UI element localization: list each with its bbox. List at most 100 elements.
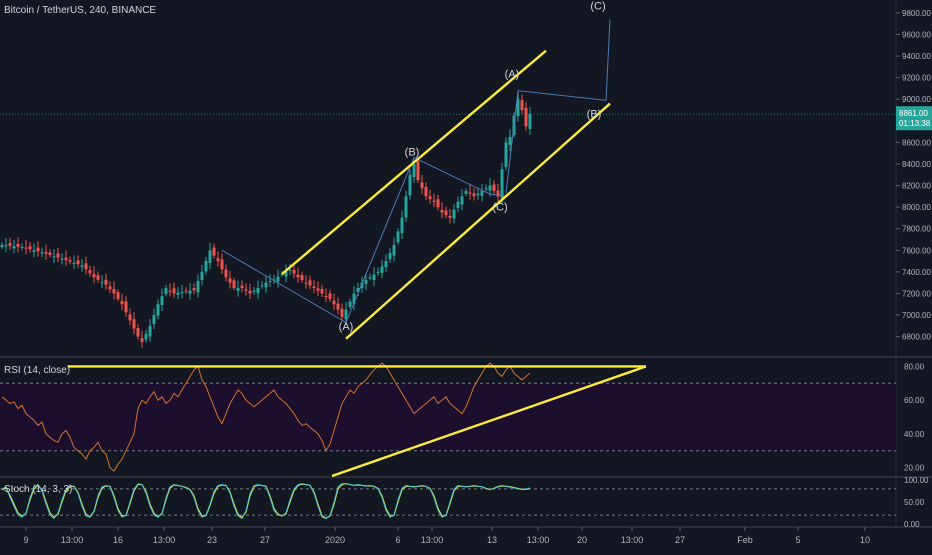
candle-body bbox=[164, 288, 168, 295]
candle-body bbox=[260, 285, 264, 287]
wave-label: (B) bbox=[405, 146, 420, 158]
candle-body bbox=[224, 269, 228, 278]
candle-body bbox=[240, 285, 244, 289]
candle-body bbox=[12, 246, 16, 249]
candle-body bbox=[116, 292, 120, 299]
price-tick-label: 8200.00 bbox=[902, 182, 931, 191]
candle-body bbox=[356, 288, 360, 292]
price-tick-label: 9200.00 bbox=[902, 74, 931, 83]
candle-body bbox=[376, 271, 380, 273]
candle-body bbox=[284, 271, 288, 277]
channel-lower-line bbox=[345, 102, 611, 340]
candle-body bbox=[172, 288, 176, 294]
candle-body bbox=[424, 186, 428, 197]
rsi-tick-label: 40.00 bbox=[904, 430, 925, 439]
candle-body bbox=[64, 257, 68, 261]
candle-body bbox=[52, 256, 56, 258]
candle-body bbox=[400, 217, 404, 234]
candle-body bbox=[360, 282, 364, 289]
candle-body bbox=[320, 289, 324, 294]
candle-body bbox=[76, 260, 80, 265]
stoch-title: Stoch (14, 3, 3) bbox=[4, 484, 73, 495]
candle-body bbox=[508, 137, 512, 146]
candle-body bbox=[56, 253, 60, 258]
candle-body bbox=[296, 274, 300, 278]
candle-body bbox=[100, 282, 104, 284]
stoch-tick-label: 100.00 bbox=[904, 476, 929, 485]
candle-body bbox=[416, 161, 420, 181]
wave-label: (B) bbox=[587, 109, 602, 121]
candle-body bbox=[8, 242, 12, 246]
price-tick-label: 8000.00 bbox=[902, 203, 931, 212]
candle-body bbox=[32, 250, 36, 252]
time-tick-label: 13:00 bbox=[61, 535, 84, 545]
candle-body bbox=[40, 252, 44, 254]
candle-body bbox=[372, 274, 376, 280]
wave-label: (A) bbox=[505, 69, 520, 81]
candle-body bbox=[276, 276, 280, 282]
rsi-support-line bbox=[331, 365, 647, 478]
candle-body bbox=[204, 261, 208, 272]
candle-body bbox=[228, 278, 232, 283]
time-tick-label: 13:00 bbox=[153, 535, 176, 545]
time-tick-label: 27 bbox=[260, 535, 270, 545]
candle-body bbox=[324, 295, 328, 297]
candle-body bbox=[36, 247, 40, 252]
candle-body bbox=[504, 142, 508, 167]
time-tick-label: 2020 bbox=[325, 535, 345, 545]
candle-body bbox=[168, 290, 172, 292]
candle-body bbox=[184, 290, 188, 292]
candle-body bbox=[28, 246, 32, 250]
candle-body bbox=[348, 301, 352, 307]
candle-body bbox=[468, 192, 472, 194]
candle-body bbox=[464, 190, 468, 194]
candle-body bbox=[524, 107, 528, 127]
candle-body bbox=[288, 269, 292, 271]
candle-body bbox=[4, 245, 8, 247]
price-tick-label: 7600.00 bbox=[902, 246, 931, 255]
candle-body bbox=[0, 244, 4, 248]
candle-body bbox=[132, 319, 136, 329]
price-tick-label: 8400.00 bbox=[902, 160, 931, 169]
candle-body bbox=[128, 314, 132, 321]
candle-body bbox=[496, 190, 500, 197]
candle-body bbox=[68, 260, 72, 262]
candle-body bbox=[232, 280, 236, 289]
candle-body bbox=[156, 304, 160, 316]
candle-body bbox=[280, 274, 284, 276]
candle-body bbox=[396, 231, 400, 243]
candle-body bbox=[200, 271, 204, 281]
candle-body bbox=[88, 270, 92, 274]
price-tick-label: 9000.00 bbox=[902, 95, 931, 104]
price-tick-label: 8600.00 bbox=[902, 138, 931, 147]
time-tick-label: 5 bbox=[795, 535, 800, 545]
time-tick-label: 6 bbox=[395, 535, 400, 545]
wave-label: (C) bbox=[590, 1, 605, 13]
candle-body bbox=[384, 261, 388, 267]
price-tick-label: 7800.00 bbox=[902, 225, 931, 234]
candle-body bbox=[440, 209, 444, 213]
candle-body bbox=[144, 333, 148, 340]
candle-body bbox=[336, 303, 340, 310]
rsi-band bbox=[0, 383, 896, 451]
candle-body bbox=[268, 281, 272, 283]
time-tick-label: 9 bbox=[23, 535, 28, 545]
candle-body bbox=[16, 244, 20, 247]
candle-body bbox=[380, 266, 384, 273]
candle-body bbox=[236, 288, 240, 291]
candle-body bbox=[248, 290, 252, 294]
candle-body bbox=[472, 193, 476, 197]
time-tick-label: 13:00 bbox=[527, 535, 550, 545]
candle-body bbox=[316, 288, 320, 291]
candle-body bbox=[20, 247, 24, 249]
candle-body bbox=[332, 300, 336, 305]
wave-projection-line bbox=[505, 19, 611, 194]
candle-body bbox=[216, 258, 220, 262]
wave-count-line bbox=[221, 156, 507, 324]
candle-body bbox=[516, 99, 520, 117]
wave-label: (C) bbox=[492, 201, 507, 213]
candle-body bbox=[136, 328, 140, 337]
